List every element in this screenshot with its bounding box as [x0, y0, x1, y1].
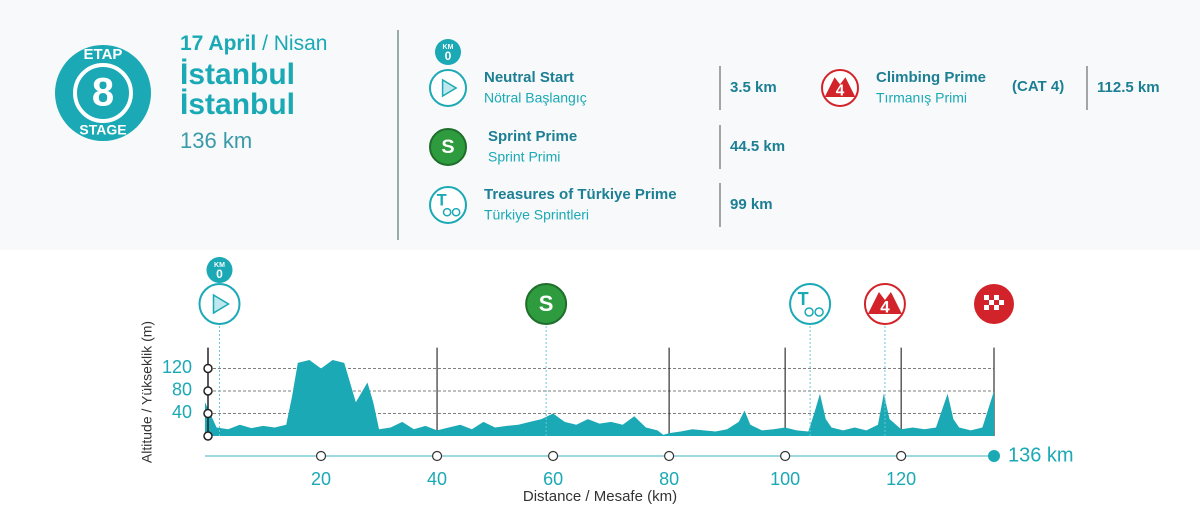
km0-value: 0 [216, 267, 223, 281]
sprint-icon-text: S [441, 136, 454, 158]
finish: İstanbul [180, 88, 295, 121]
legend-name-tr: Tırmanış Primi [876, 90, 967, 106]
y-tick-label: 40 [172, 402, 192, 422]
legend-name-tr: Nötral Başlangıç [484, 90, 587, 106]
flag-square [984, 295, 989, 300]
flag-square [984, 305, 989, 310]
legend-cat: (CAT 4) [1012, 78, 1064, 95]
y-tick [203, 363, 213, 374]
x-axis-end [988, 450, 1000, 462]
date-tr: / Nisan [262, 32, 327, 55]
sprint-icon-text: S [539, 291, 554, 316]
play [441, 78, 458, 98]
legend-km: 3.5 km [730, 79, 777, 96]
x-tick-label: 120 [886, 469, 916, 489]
treasure-icon-text: T [798, 289, 809, 309]
wheel [442, 207, 452, 217]
legend-km: 44.5 km [730, 138, 785, 155]
x-tick [780, 450, 791, 462]
mountain [824, 77, 856, 97]
y-tick-label: 120 [162, 357, 192, 377]
etap: ETAP [84, 46, 123, 63]
x-tick [431, 450, 443, 462]
x-tick [315, 450, 327, 462]
treasure-icon [789, 283, 832, 325]
flag-square [994, 305, 999, 310]
flag-square [989, 300, 994, 305]
mountain [867, 292, 902, 314]
sprint-icon [429, 128, 467, 166]
x-axis-label: Distance / Mesafe (km) [523, 488, 677, 505]
climb-icon-text: 4 [836, 83, 845, 100]
start: İstanbul [180, 58, 295, 91]
x-tick-label: 20 [311, 469, 331, 489]
flag-square [999, 305, 1004, 310]
km0-label: KM [214, 262, 225, 269]
flag-square [999, 300, 1004, 305]
climb-icon-text: 4 [880, 297, 890, 316]
treasure-icon-text: T [437, 192, 447, 210]
treasure-icon [429, 186, 467, 224]
legend-name-tr: Türkiye Sprintleri [484, 207, 589, 223]
header-bg [0, 0, 1200, 250]
legend-name: Sprint Prime [488, 128, 577, 145]
km0-badge [435, 39, 461, 65]
y-axis-label: Altitude / Yükseklik (m) [139, 321, 155, 463]
y-tick-label: 80 [172, 380, 192, 400]
flag-square [984, 300, 989, 305]
legend-name-tr: Sprint Primi [488, 149, 560, 165]
km0-value: 0 [445, 49, 452, 63]
date: 17 April / Nisan [180, 32, 327, 55]
stage-number: 8 [92, 71, 114, 115]
stage: STAGE [79, 122, 126, 138]
legend-km: 99 km [730, 196, 773, 213]
date-en: 17 April [180, 32, 256, 55]
stage-ring [73, 63, 133, 123]
sprint-icon [525, 283, 568, 325]
km0-label: KM [443, 44, 454, 51]
wheel [804, 307, 814, 317]
wheel [451, 207, 461, 217]
x-tick-label: 80 [659, 469, 679, 489]
x-tick-label: 100 [770, 469, 800, 489]
flag-square [989, 295, 994, 300]
flag-square [999, 295, 1004, 300]
wheel [814, 307, 824, 317]
y-axis-origin [203, 431, 213, 441]
legend-km: 112.5 km [1097, 79, 1160, 96]
km0-badge [206, 257, 233, 283]
y-tick [203, 408, 213, 419]
x-tick-label: 60 [543, 469, 563, 489]
stage-badge [55, 45, 151, 141]
legend-name: Neutral Start [484, 69, 574, 86]
legend-name: Climbing Prime [876, 69, 986, 86]
legend-name: Treasures of Türkiye Prime [484, 186, 677, 203]
x-tick [896, 450, 907, 462]
y-tick [203, 386, 213, 396]
distance: 136 km [180, 128, 252, 153]
x-tick [664, 450, 675, 462]
x-tick [547, 450, 559, 462]
flag-square [994, 300, 999, 305]
play [212, 293, 230, 315]
x-tick-label: 40 [427, 469, 447, 489]
flag-square [994, 295, 999, 300]
elevation-area [205, 360, 994, 436]
flag-square [989, 305, 994, 310]
x-end-label: 136 km [1008, 444, 1074, 466]
